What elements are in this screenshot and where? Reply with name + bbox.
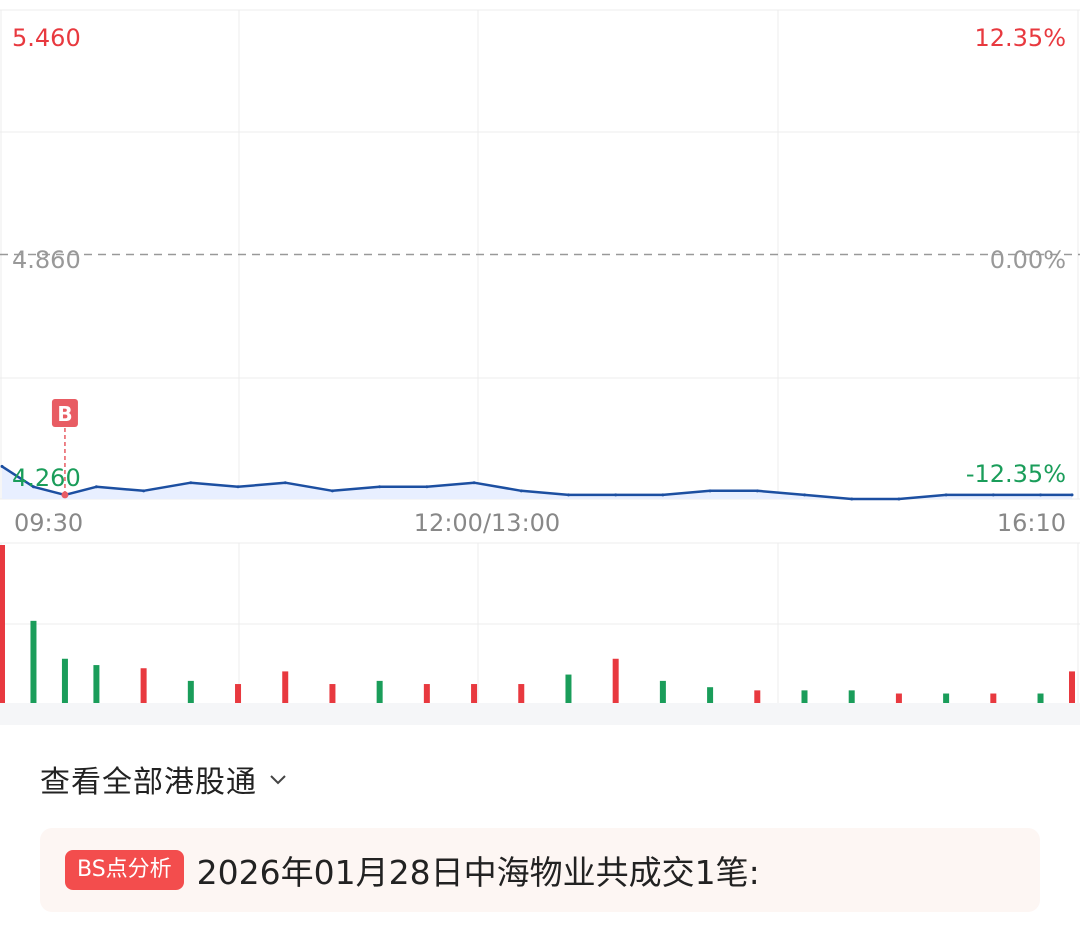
price-point xyxy=(142,489,146,493)
y-axis-bottom-pct: -12.35% xyxy=(966,460,1066,488)
y-axis-top-pct: 12.35% xyxy=(974,24,1066,52)
volume-bar xyxy=(1037,693,1044,703)
volume-bar xyxy=(801,690,808,703)
price-point xyxy=(0,464,4,468)
price-point xyxy=(991,493,995,497)
price-point xyxy=(1070,493,1074,497)
price-point xyxy=(189,481,193,485)
volume-bar xyxy=(30,620,37,703)
volume-bar xyxy=(376,680,383,703)
price-point xyxy=(31,485,35,489)
price-point xyxy=(519,489,523,493)
price-point xyxy=(803,493,806,497)
x-axis-start: 09:30 xyxy=(14,509,83,537)
volume-bar xyxy=(93,665,100,703)
price-point xyxy=(283,481,287,485)
section-divider xyxy=(0,703,1080,725)
volume-bar xyxy=(187,680,194,703)
y-axis-mid-price: 4.860 xyxy=(12,246,81,274)
volume-bar xyxy=(140,668,147,703)
price-point xyxy=(614,493,618,497)
price-point xyxy=(330,489,334,493)
price-point xyxy=(897,497,901,501)
volume-bar xyxy=(329,684,336,703)
buy-marker-dot xyxy=(61,491,69,499)
volume-bar xyxy=(0,545,5,703)
price-point xyxy=(425,485,429,489)
y-axis-bottom-price: 4.260 xyxy=(12,464,81,492)
price-point xyxy=(566,493,570,497)
price-point xyxy=(236,485,240,489)
volume-bar xyxy=(895,693,902,703)
price-point xyxy=(708,489,712,493)
view-all-hk-connect-label: 查看全部港股通 xyxy=(40,765,257,800)
chart-svg: B 5.460 12.35% 4.860 0.00% 4.260 -12.35%… xyxy=(0,9,1080,703)
volume-bar xyxy=(943,693,950,703)
y-axis-mid-pct: 0.00% xyxy=(990,246,1066,274)
volume-bar xyxy=(848,690,855,703)
volume-bar xyxy=(471,684,478,703)
volume-bar xyxy=(423,684,430,703)
price-point xyxy=(1039,493,1043,497)
volume-bar xyxy=(990,693,997,703)
price-point xyxy=(944,493,948,497)
volume-bar xyxy=(235,684,242,703)
view-all-hk-connect-link[interactable]: 查看全部港股通 xyxy=(40,756,289,802)
bs-analysis-card[interactable]: BS点分析 2026年01月28日中海物业共成交1笔: xyxy=(40,828,1040,912)
volume-bar xyxy=(612,658,619,703)
price-point xyxy=(850,497,854,501)
volume-bar xyxy=(707,687,714,703)
volume-bar xyxy=(282,671,289,703)
bs-analysis-summary: 2026年01月28日中海物业共成交1笔: xyxy=(196,853,760,892)
price-area xyxy=(2,466,1072,499)
volume-bar xyxy=(565,674,572,703)
bs-analysis-badge: BS点分析 xyxy=(65,850,184,890)
x-axis-end: 16:10 xyxy=(997,509,1066,537)
volume-bar xyxy=(518,684,525,703)
price-point xyxy=(94,485,98,489)
price-point xyxy=(472,481,476,485)
price-point xyxy=(755,489,759,493)
volume-bar xyxy=(1069,671,1075,703)
volume-bar xyxy=(754,690,761,703)
buy-marker-badge xyxy=(51,399,78,427)
x-axis-mid: 12:00/13:00 xyxy=(414,509,560,537)
volume-bar xyxy=(61,658,68,703)
chevron-down-icon xyxy=(267,768,289,790)
buy-marker-label: B xyxy=(57,402,72,426)
volume-bar xyxy=(659,680,666,703)
intraday-chart[interactable]: B 5.460 12.35% 4.860 0.00% 4.260 -12.35%… xyxy=(0,0,1080,725)
price-point xyxy=(661,493,665,497)
y-axis-top-price: 5.460 xyxy=(12,24,81,52)
price-point xyxy=(378,485,382,489)
